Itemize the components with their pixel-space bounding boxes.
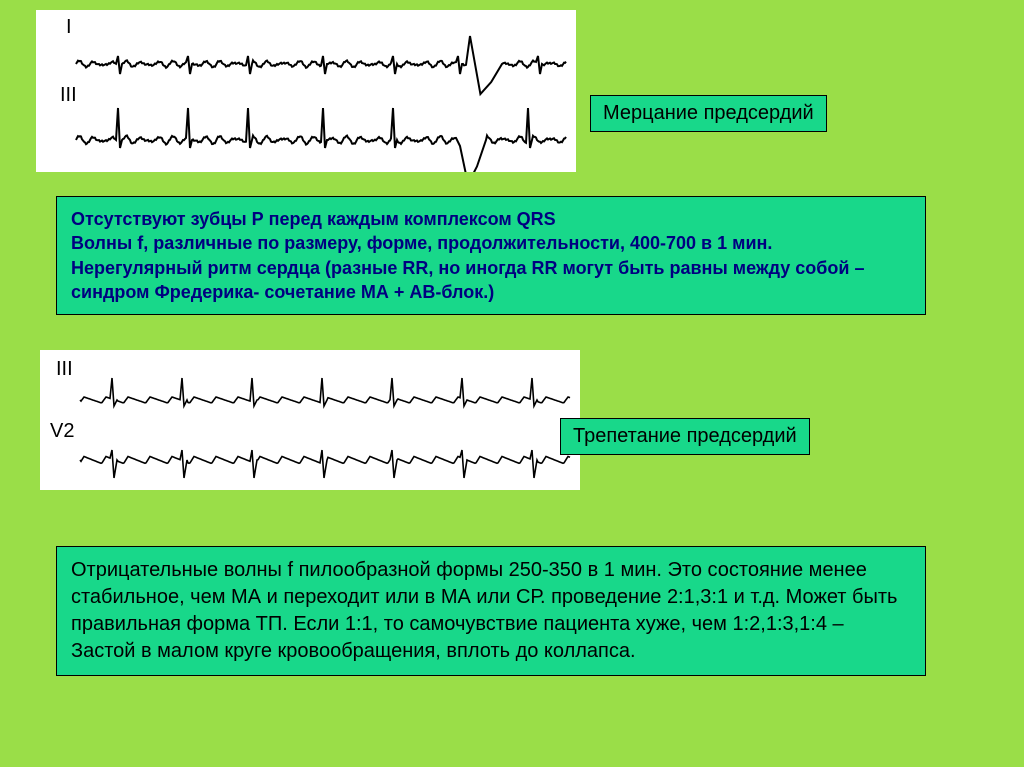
title-aflut: Трепетание предсердий bbox=[560, 418, 810, 455]
ecg-panel-aflut bbox=[40, 350, 580, 490]
ecg-aflut-svg bbox=[40, 350, 580, 490]
desc-afib: Отсутствуют зубцы Р перед каждым комплек… bbox=[56, 196, 926, 315]
title-afib: Мерцание предсердий bbox=[590, 95, 827, 132]
ecg-panel-afib bbox=[36, 10, 576, 172]
lead-label-V2: V2 bbox=[50, 420, 74, 443]
lead-label-III-top: III bbox=[60, 84, 77, 107]
ecg-afib-svg bbox=[36, 10, 576, 172]
lead-label-III-bot: III bbox=[56, 358, 73, 381]
lead-label-I: I bbox=[66, 16, 72, 39]
desc-aflut: Отрицательные волны f пилообразной формы… bbox=[56, 546, 926, 676]
